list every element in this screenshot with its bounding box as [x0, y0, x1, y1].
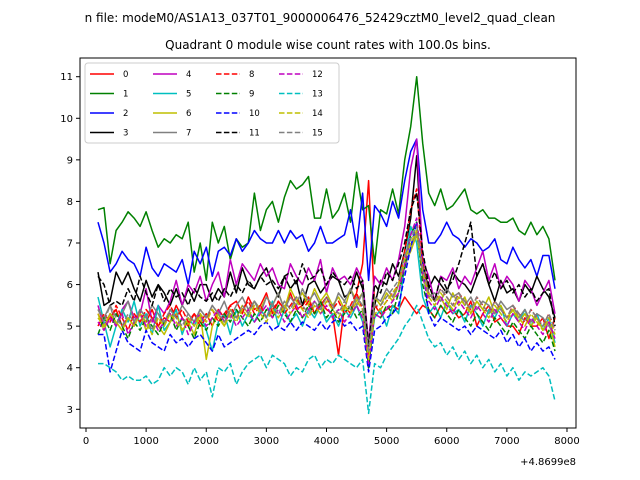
plot-lines — [97, 75, 556, 415]
x-tick-label: 0 — [83, 436, 89, 447]
x-tick-label: 2000 — [194, 436, 219, 447]
y-tick-label: 9 — [67, 155, 73, 166]
legend-label-11: 11 — [249, 129, 260, 139]
series-line-2 — [97, 138, 556, 289]
y-tick-label: 6 — [67, 280, 73, 291]
y-tick-label: 11 — [60, 72, 73, 83]
x-tick-label: 7000 — [494, 436, 519, 447]
x-tick-label: 6000 — [434, 436, 459, 447]
legend-label-2: 2 — [123, 109, 128, 119]
series-line-13 — [98, 304, 556, 415]
y-tick-label: 3 — [67, 405, 73, 416]
series-line-14 — [97, 229, 556, 361]
chart-title: Quadrant 0 module wise count rates with … — [165, 38, 491, 52]
legend-label-9: 9 — [249, 90, 254, 100]
x-tick-label: 4000 — [314, 436, 339, 447]
legend-label-13: 13 — [312, 90, 323, 100]
legend-label-4: 4 — [186, 70, 191, 80]
series-line-5 — [97, 225, 556, 361]
legend-label-5: 5 — [186, 90, 191, 100]
y-tick-label: 10 — [60, 114, 73, 125]
y-tick-label: 5 — [67, 322, 73, 333]
y-tick-label: 7 — [67, 239, 73, 250]
legend-frame — [84, 62, 340, 144]
series-line-1 — [97, 75, 556, 282]
x-offset-text: +4.8699e8 — [520, 457, 576, 468]
legend-label-3: 3 — [123, 129, 128, 139]
legend-label-0: 0 — [123, 70, 128, 80]
x-tick-label: 3000 — [254, 436, 279, 447]
series-line-10 — [98, 221, 556, 373]
figure-suptitle: n file: modeM0/AS1A13_037T01_9000006476_… — [85, 11, 556, 25]
legend-label-10: 10 — [249, 109, 260, 119]
series-line-3 — [97, 154, 556, 369]
series-line-9 — [97, 221, 556, 369]
series-line-15 — [97, 225, 556, 352]
legend-label-1: 1 — [123, 90, 128, 100]
series-line-0 — [97, 179, 556, 356]
legend-label-7: 7 — [186, 129, 191, 139]
legend-label-15: 15 — [312, 129, 323, 139]
series-line-12 — [97, 217, 556, 365]
y-axis: 3 4 5 6 7 8 9 10 11 — [60, 72, 80, 416]
x-tick-label: 5000 — [374, 436, 399, 447]
x-axis: 0 1000 2000 3000 4000 5000 6000 7000 8000 — [83, 428, 580, 447]
y-tick-label: 8 — [67, 197, 73, 208]
legend-label-12: 12 — [312, 70, 323, 80]
legend-label-8: 8 — [249, 70, 254, 80]
series-line-11 — [97, 192, 556, 348]
x-tick-label: 1000 — [133, 436, 158, 447]
legend-label-6: 6 — [186, 109, 191, 119]
legend-label-14: 14 — [312, 109, 323, 119]
x-tick-label: 8000 — [554, 436, 579, 447]
y-tick-label: 4 — [67, 363, 73, 374]
